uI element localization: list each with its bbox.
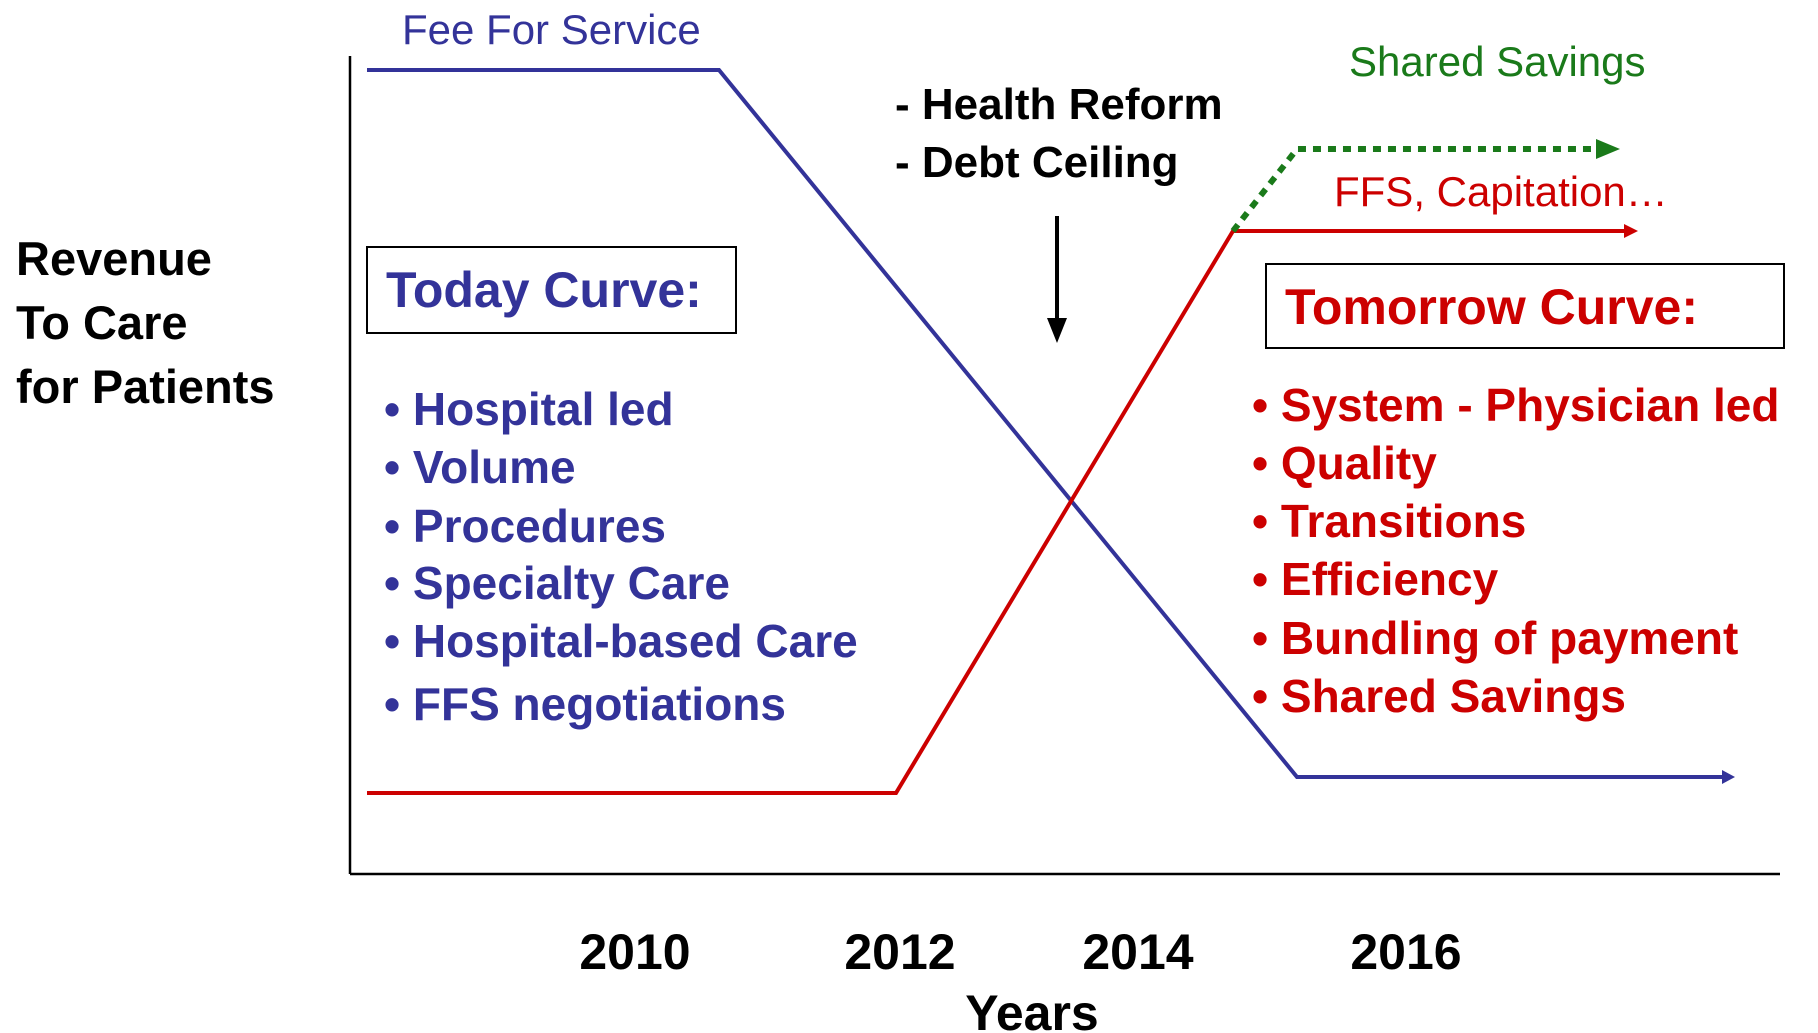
event-label: - Debt Ceiling [895,138,1179,187]
y-axis-label: for Patients [16,360,275,413]
line-label: Shared Savings [1349,38,1646,85]
arrow-head [1596,139,1620,159]
list-item: • Bundling of payment [1252,612,1738,664]
x-tick-label: 2016 [1350,924,1461,980]
x-axis-label: Years [965,985,1098,1033]
today-list: • Hospital led • Volume • Procedures• Spec… [384,383,858,730]
tomorrow-list: • System - Physician led • Quality • Trans… [1252,379,1779,722]
list-item: • Quality [1252,437,1437,489]
event-label: - Health Reform [895,80,1223,129]
list-item: • System - Physician led [1252,379,1779,431]
list-item: • Efficiency [1252,553,1499,605]
today-box [366,246,737,334]
list-item: • Shared Savings [1252,670,1626,722]
y-axis-label: To Care [16,296,188,349]
box-title: Tomorrow Curve: [1285,279,1698,335]
list-item: • Hospital led [384,383,674,435]
today-curve [367,68,1722,779]
tomorrow-box [1265,263,1785,349]
list-item: • Hospital-based Care [384,615,858,667]
line-label: Fee For Service [402,6,701,53]
box-title: Today Curve: [386,262,702,318]
y-axis-label: Revenue [16,232,212,285]
line-label: FFS, Capitation… [1334,168,1668,215]
list-item: • Transitions [1252,495,1526,547]
list-item: • FFS negotiations [384,678,786,730]
x-tick-label: 2010 [579,924,690,980]
list-item: • Specialty Care [384,557,730,609]
shared-savings-curve [1230,146,1600,233]
list-item: • Volume [384,441,576,493]
arrow-head [1722,770,1735,784]
arrow-head [1624,224,1638,238]
list-item: • Procedures [384,500,666,552]
tomorrow-curve [367,229,1624,795]
x-tick-label: 2014 [1082,924,1193,980]
x-tick-label: 2012 [844,924,955,980]
x-ticks: 2010 2012 2014 2016 [579,924,1461,980]
arrow-head [1047,318,1067,343]
